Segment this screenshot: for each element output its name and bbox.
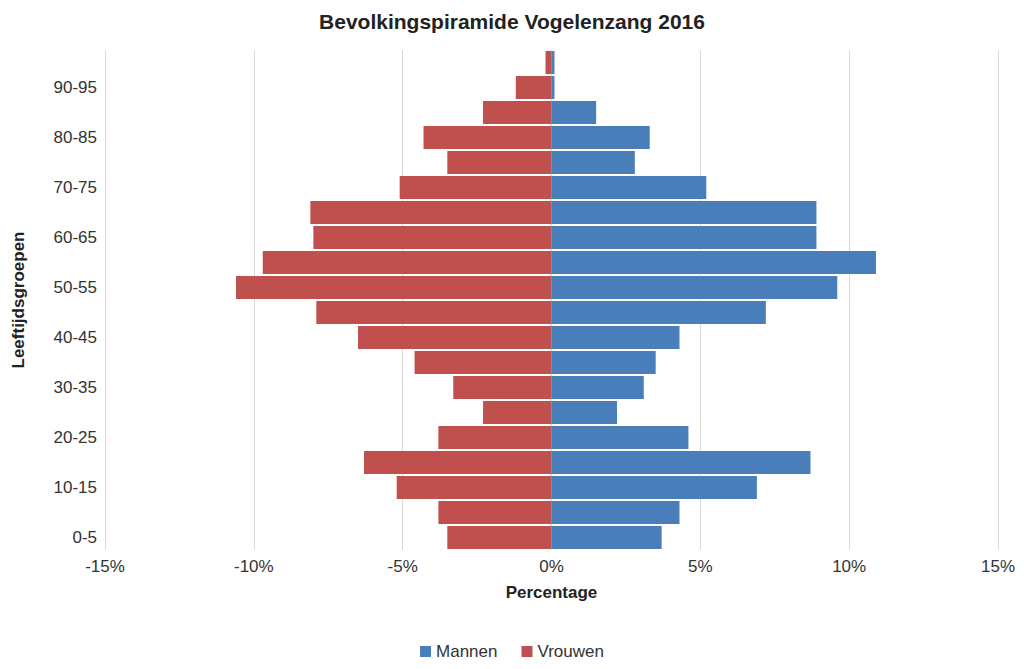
svg-text:60-65: 60-65 <box>54 228 97 247</box>
svg-text:Bevolkingspiramide Vogelenzang: Bevolkingspiramide Vogelenzang 2016 <box>319 10 705 33</box>
svg-text:-10%: -10% <box>234 557 274 576</box>
svg-text:0-5: 0-5 <box>72 528 97 547</box>
svg-text:20-25: 20-25 <box>54 428 97 447</box>
svg-text:30-35: 30-35 <box>54 378 97 397</box>
svg-text:Percentage: Percentage <box>506 583 598 602</box>
svg-text:10-15: 10-15 <box>54 478 97 497</box>
svg-text:Leeftijdsgroepen: Leeftijdsgroepen <box>9 232 28 369</box>
svg-text:5%: 5% <box>688 557 713 576</box>
svg-text:70-75: 70-75 <box>54 178 97 197</box>
svg-text:Vrouwen: Vrouwen <box>537 642 603 661</box>
svg-text:80-85: 80-85 <box>54 128 97 147</box>
svg-text:50-55: 50-55 <box>54 278 97 297</box>
svg-text:0%: 0% <box>539 557 564 576</box>
svg-text:90-95: 90-95 <box>54 78 97 97</box>
svg-text:Mannen: Mannen <box>436 642 497 661</box>
svg-text:40-45: 40-45 <box>54 328 97 347</box>
svg-text:15%: 15% <box>981 557 1015 576</box>
svg-text:10%: 10% <box>832 557 866 576</box>
svg-text:-5%: -5% <box>388 557 418 576</box>
svg-text:-15%: -15% <box>85 557 125 576</box>
